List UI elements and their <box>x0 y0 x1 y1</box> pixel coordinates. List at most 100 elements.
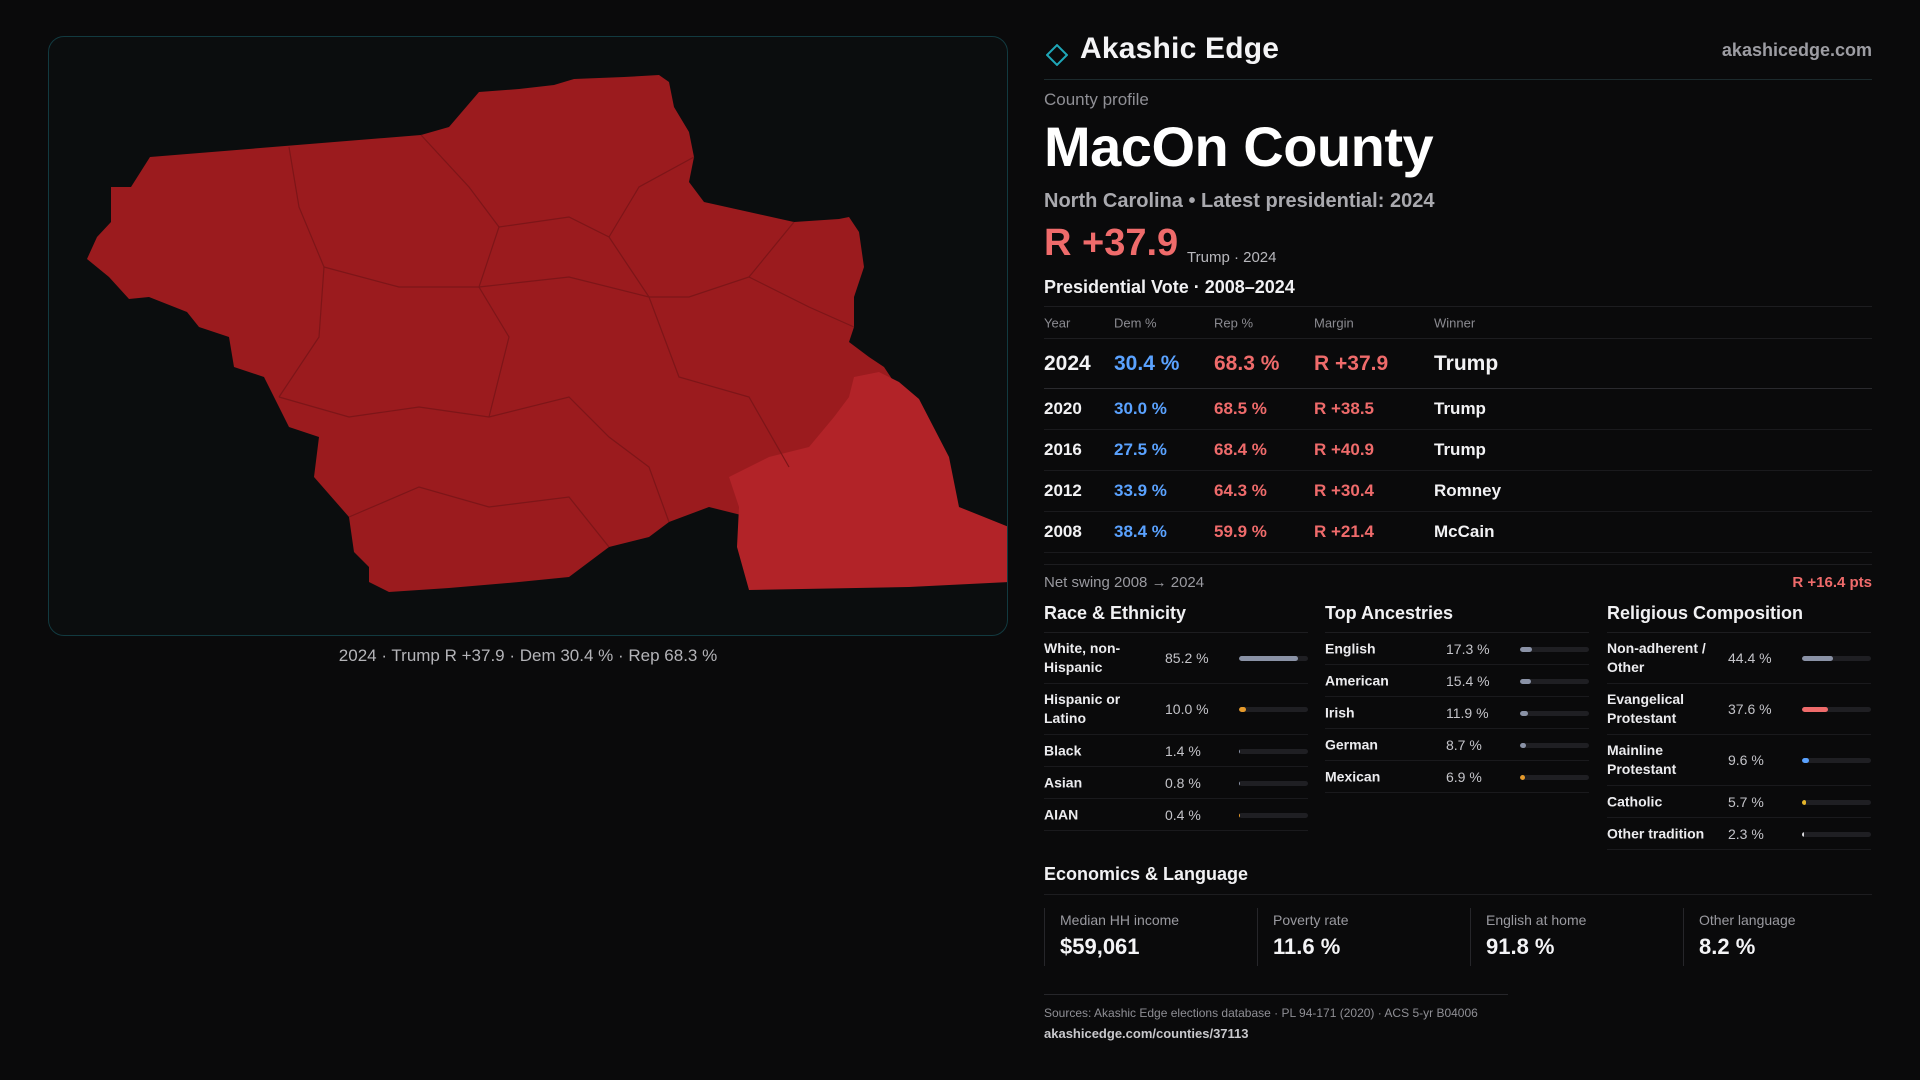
economics-title: Economics & Language <box>1044 864 1249 884</box>
item-label: AIAN <box>1044 806 1079 822</box>
cell-year: 2020 <box>1044 399 1082 418</box>
cell-dem: 30.4 % <box>1114 351 1180 375</box>
cell-winner: Trump <box>1434 399 1486 418</box>
cell-dem: 38.4 % <box>1114 522 1167 541</box>
table-row: 2020 30.0 % 68.5 % R +38.5 Trump <box>1044 389 1872 430</box>
vote-table-title: Presidential Vote · 2008–2024 <box>1044 277 1295 297</box>
item-value: 85.2 % <box>1165 650 1209 666</box>
item-value: 1.4 % <box>1165 742 1201 759</box>
brand-url[interactable]: akashicedge.com <box>1721 40 1872 60</box>
cell-dem: 30.0 % <box>1114 399 1167 418</box>
brand-header: Akashic Edge akashicedge.com <box>1044 32 1872 80</box>
map-boundaries <box>278 134 855 548</box>
list-item: American 15.4 % <box>1325 665 1589 697</box>
bar-fill <box>1239 707 1246 712</box>
econ-label: Poverty rate <box>1273 912 1349 928</box>
net-swing-label: Net swing 2008 → 2024 <box>1044 574 1205 591</box>
bar-track <box>1520 678 1589 684</box>
bar-fill <box>1520 742 1526 748</box>
bar-track <box>1802 656 1871 661</box>
section-title: Religious Composition <box>1607 600 1871 633</box>
item-label: Evangelical Protestant <box>1607 691 1685 726</box>
map-region-highlight[interactable] <box>729 372 1008 590</box>
cell-year: 2024 <box>1044 351 1091 375</box>
divider <box>1044 894 1872 895</box>
list-item: AIAN 0.4 % <box>1044 799 1308 831</box>
map-region-main[interactable] <box>87 75 894 592</box>
table-row: 2012 33.9 % 64.3 % R +30.4 Romney <box>1044 471 1872 512</box>
list-item: Irish 11.9 % <box>1325 697 1589 729</box>
cell-winner: Trump <box>1434 351 1499 375</box>
county-map[interactable] <box>48 36 1008 636</box>
item-value: 37.6 % <box>1728 701 1772 717</box>
econ-card-poverty: Poverty rate 11.6 % <box>1257 908 1457 966</box>
item-label: English <box>1325 640 1376 656</box>
list-item: Other tradition 2.3 % <box>1607 818 1871 850</box>
list-item: Mainline Protestant 9.6 % <box>1607 735 1871 786</box>
cell-margin: R +21.4 <box>1314 522 1375 541</box>
item-value: 0.8 % <box>1165 774 1201 791</box>
econ-card-income: Median HH income $59,061 <box>1044 908 1244 966</box>
header-year: Year <box>1044 315 1071 330</box>
item-label: White, non-Hispanic <box>1044 640 1121 675</box>
header-margin: Margin <box>1314 315 1354 330</box>
bar-fill <box>1802 656 1833 661</box>
bar-fill <box>1239 748 1241 754</box>
list-item: Non-adherent / Other 44.4 % <box>1607 633 1871 684</box>
divider <box>1044 994 1508 995</box>
net-swing: Net swing 2008 → 2024 R +16.4 pts <box>1044 564 1872 600</box>
margin-headline: R +37.9 <box>1044 222 1179 264</box>
net-swing-value: R +16.4 pts <box>1792 574 1872 591</box>
header-rep: Rep % <box>1214 315 1254 330</box>
cell-year: 2008 <box>1044 522 1082 541</box>
bar-fill <box>1239 812 1241 818</box>
bar-track <box>1802 758 1871 763</box>
list-item: White, non-Hispanic 85.2 % <box>1044 633 1308 684</box>
sources-text: Sources: Akashic Edge elections database… <box>1044 1006 1478 1020</box>
bar-track <box>1520 742 1589 748</box>
bar-fill <box>1520 710 1529 716</box>
bar-fill <box>1802 707 1828 712</box>
cell-winner: Romney <box>1434 481 1502 500</box>
header-winner: Winner <box>1434 315 1476 330</box>
item-label: Other tradition <box>1607 825 1705 841</box>
vote-table-header: Year Dem % Rep % Margin Winner <box>1044 307 1872 339</box>
cell-rep: 64.3 % <box>1214 481 1267 500</box>
cell-margin: R +40.9 <box>1314 440 1375 459</box>
bar-fill <box>1239 656 1298 661</box>
item-value: 44.4 % <box>1728 650 1772 666</box>
econ-value: $59,061 <box>1060 934 1140 959</box>
diamond-outline-icon <box>1046 44 1068 66</box>
cell-rep: 68.5 % <box>1214 399 1267 418</box>
item-label: Black <box>1044 742 1082 758</box>
list-item: Mexican 6.9 % <box>1325 761 1589 793</box>
bar-track <box>1802 831 1871 837</box>
table-row: 2008 38.4 % 59.9 % R +21.4 McCain <box>1044 512 1872 553</box>
econ-card-other-language: Other language 8.2 % <box>1683 908 1883 966</box>
bar-track <box>1802 799 1871 805</box>
cell-margin: R +30.4 <box>1314 481 1375 500</box>
bar-track <box>1239 707 1308 712</box>
econ-value: 11.6 % <box>1273 934 1341 959</box>
race-ethnicity-section: Race & Ethnicity White, non-Hispanic 85.… <box>1044 600 1308 831</box>
section-title: Race & Ethnicity <box>1044 600 1308 633</box>
item-label: Hispanic or Latino <box>1044 691 1121 726</box>
econ-value: 91.8 % <box>1486 934 1555 959</box>
item-value: 8.7 % <box>1446 736 1482 753</box>
econ-label: Median HH income <box>1060 912 1180 928</box>
vote-table: Year Dem % Rep % Margin Winner 2024 30.4… <box>1044 306 1872 553</box>
econ-label: English at home <box>1486 912 1587 928</box>
item-label: German <box>1325 736 1378 752</box>
item-label: Non-adherent / Other <box>1607 640 1706 675</box>
cell-winner: Trump <box>1434 440 1486 459</box>
profile-label: County profile <box>1044 90 1149 109</box>
source-url-link[interactable]: akashicedge.com/counties/37113 <box>1044 1026 1249 1041</box>
county-map-svg <box>87 75 1008 592</box>
item-label: Catholic <box>1607 793 1663 809</box>
bar-fill <box>1520 646 1532 652</box>
item-value: 0.4 % <box>1165 806 1201 823</box>
cell-rep: 59.9 % <box>1214 522 1267 541</box>
item-label: Mainline Protestant <box>1607 742 1677 777</box>
bar-track <box>1239 812 1308 818</box>
item-value: 9.6 % <box>1728 752 1764 768</box>
